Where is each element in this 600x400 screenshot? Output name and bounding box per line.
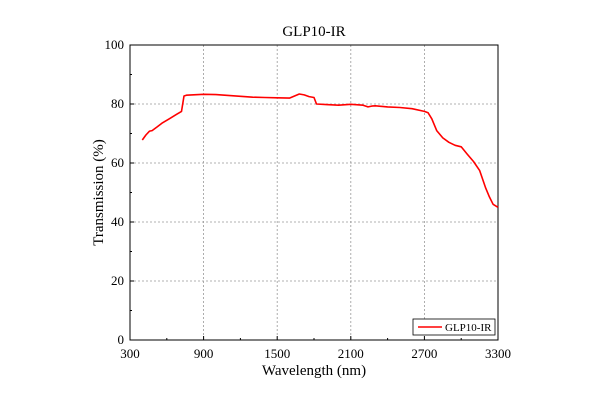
y-tick-label: 20 [111, 273, 124, 288]
grid [130, 45, 498, 340]
legend: GLP10-IR [412, 318, 496, 336]
series-layer [141, 93, 499, 208]
chart-title: GLP10-IR [282, 24, 345, 40]
x-tick-label: 900 [194, 346, 214, 361]
x-tick-label: 2700 [411, 346, 437, 361]
x-axis-title: Wavelength (nm) [262, 363, 366, 379]
y-tick-label: 80 [111, 96, 124, 111]
y-axis-title: Transmission (%) [91, 139, 107, 246]
y-tick-label: 60 [111, 155, 124, 170]
x-tick-label: 1500 [264, 346, 290, 361]
x-tick-label: 2100 [338, 346, 364, 361]
legend-box [412, 318, 496, 336]
y-tick-label: 40 [111, 214, 124, 229]
y-tick-label: 100 [105, 37, 125, 52]
x-tick-label: 300 [120, 346, 140, 361]
series-line-glp10-ir [141, 93, 499, 208]
y-tick-label: 0 [118, 332, 125, 347]
axis-ticks: 300 900 1500 2100 2700 3300 0 20 40 60 80 100 [105, 37, 512, 361]
legend-label: GLP10-IR [445, 322, 492, 334]
plot-frame [129, 44, 499, 341]
x-tick-label: 3300 [485, 346, 511, 361]
